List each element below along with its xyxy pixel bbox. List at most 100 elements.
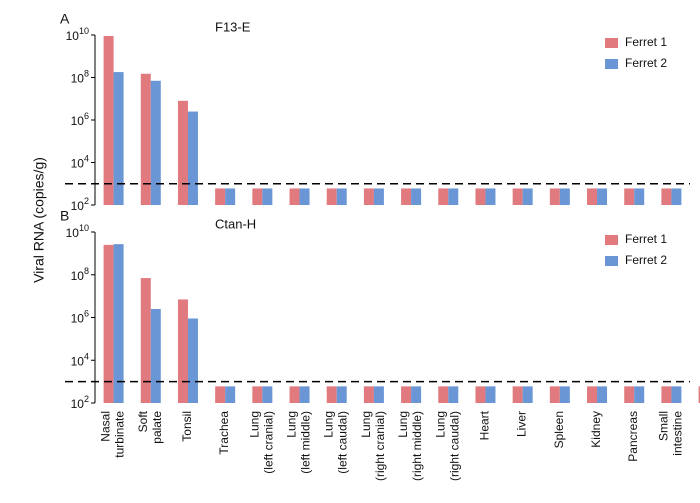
panel-letter: A	[60, 11, 70, 27]
x-tick-label: Lung(left caudal)	[322, 411, 350, 474]
panel-title: F13-E	[215, 19, 251, 34]
bar	[587, 188, 598, 205]
bar	[634, 188, 645, 205]
bar	[559, 386, 570, 403]
legend-label: Ferret 2	[625, 56, 667, 70]
bar	[624, 386, 635, 403]
y-tick-label: 106	[71, 111, 89, 128]
bar	[671, 386, 682, 403]
bar	[438, 188, 449, 205]
legend-swatch	[605, 235, 618, 245]
legend-label: Ferret 1	[625, 232, 667, 246]
bar	[475, 188, 486, 205]
bar	[485, 386, 496, 403]
y-tick-label: 108	[71, 266, 89, 283]
bar	[549, 386, 560, 403]
bar	[634, 386, 645, 403]
bar	[289, 386, 300, 403]
x-tick-label: Lung(left middle)	[285, 411, 313, 474]
bar	[215, 386, 226, 403]
bar	[522, 386, 533, 403]
x-tick-label: Kidney	[589, 411, 603, 448]
bar	[150, 308, 161, 403]
x-tick-label: Nasalturbinate	[99, 411, 127, 458]
bar	[411, 386, 422, 403]
y-tick-label: 102	[71, 394, 89, 411]
bar	[363, 188, 374, 205]
bar	[187, 111, 198, 205]
bar	[401, 386, 412, 403]
bar	[512, 188, 523, 205]
bar	[299, 386, 310, 403]
bar	[177, 100, 188, 205]
panel-letter: B	[60, 208, 69, 224]
bar	[140, 278, 151, 403]
bar	[373, 188, 384, 205]
bar	[363, 386, 374, 403]
legend-swatch	[605, 59, 618, 69]
bar	[262, 386, 273, 403]
bar	[326, 386, 337, 403]
x-tick-label: Lung(left cranial)	[248, 411, 276, 474]
bar	[262, 188, 273, 205]
bar	[587, 386, 598, 403]
x-tick-label: Liver	[515, 411, 529, 437]
x-tick-label: Softpalate	[136, 410, 164, 443]
y-tick-label: 108	[71, 69, 89, 86]
bar	[215, 188, 226, 205]
bar	[597, 386, 608, 403]
bar	[150, 80, 161, 205]
bar	[661, 386, 672, 403]
bar	[299, 188, 310, 205]
x-tick-label: Spleen	[552, 411, 566, 448]
bar	[336, 386, 347, 403]
y-tick-label: 106	[71, 309, 89, 326]
bar	[485, 188, 496, 205]
legend-label: Ferret 1	[625, 35, 667, 49]
bar	[252, 386, 263, 403]
legend-label: Ferret 2	[625, 253, 667, 267]
bar	[448, 188, 459, 205]
legend-swatch	[605, 38, 618, 48]
x-tick-label: Pancreas	[626, 411, 640, 462]
bar	[225, 188, 236, 205]
x-tick-label: Smallintestine	[657, 411, 685, 456]
bar	[411, 188, 422, 205]
bar	[624, 188, 635, 205]
bar	[336, 188, 347, 205]
y-tick-label: 104	[71, 352, 89, 369]
bar	[289, 188, 300, 205]
x-tick-label: Lung(right caudal)	[433, 411, 461, 481]
bar	[661, 188, 672, 205]
bar	[177, 299, 188, 403]
bar	[225, 386, 236, 403]
bar	[187, 318, 198, 403]
bar	[113, 244, 124, 403]
x-tick-label: Trachea	[217, 411, 231, 455]
bar	[438, 386, 449, 403]
bar	[401, 188, 412, 205]
bar	[326, 188, 337, 205]
bar	[448, 386, 459, 403]
bar	[252, 188, 263, 205]
y-axis-label: Viral RNA (copies/g)	[31, 157, 47, 283]
bar	[103, 244, 114, 403]
bar	[549, 188, 560, 205]
bar	[113, 72, 124, 205]
bar	[522, 188, 533, 205]
bar	[559, 188, 570, 205]
bar	[140, 73, 151, 206]
legend-swatch	[605, 256, 618, 266]
bar	[512, 386, 523, 403]
y-tick-label: 1010	[66, 223, 89, 240]
y-tick-label: 102	[71, 196, 89, 213]
bar	[671, 188, 682, 205]
y-tick-label: 1010	[66, 26, 89, 43]
x-tick-label: Lung(right middle)	[396, 411, 424, 481]
x-tick-label: Heart	[478, 410, 492, 440]
bar	[597, 188, 608, 205]
panel-title: Ctan-H	[215, 216, 256, 231]
bar	[698, 386, 700, 403]
x-tick-label: Lung(right cranial)	[359, 411, 387, 481]
